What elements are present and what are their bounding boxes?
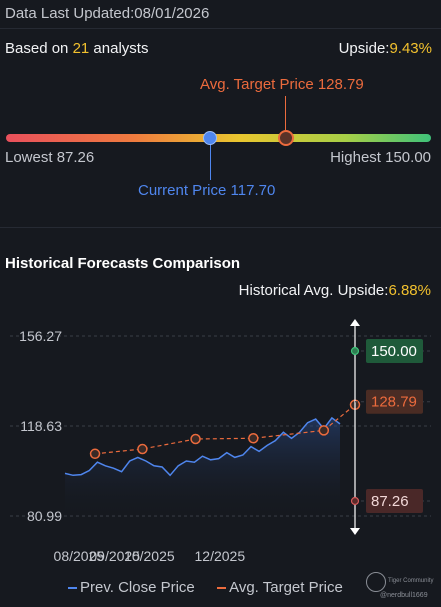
upside-label: Upside: (338, 40, 390, 57)
avg-target-stem (285, 96, 286, 130)
brand-name: Tiger Community (388, 578, 434, 584)
upside-value: 9.43% (389, 40, 432, 57)
historical-upside-value: 6.88% (388, 282, 431, 299)
legend-target-label[interactable]: Avg. Target Price (229, 579, 343, 596)
historical-upside-line: Historical Avg. Upside:6.88% (239, 282, 431, 299)
legend-close-label[interactable]: Prev. Close Price (80, 579, 195, 596)
current-price-marker (203, 131, 217, 145)
avg-target-point (89, 448, 101, 460)
y-tick-label: 80.99 (27, 508, 62, 524)
y-tick-label: 118.63 (20, 418, 62, 434)
based-suffix: analysts (89, 40, 149, 57)
lowest-price-label: Lowest 87.26 (5, 149, 95, 166)
avg-target-marker (278, 130, 294, 146)
upside-line: Upside:9.43% (339, 40, 432, 57)
current-price-label: Current Price 117.70 (138, 182, 276, 199)
data-updated-line: Data Last Updated:08/01/2026 (5, 5, 209, 22)
forecast-range-top-arrow (350, 319, 360, 326)
brand-user: @nerdbull1669 (380, 592, 428, 599)
updated-date: 08/01/2026 (134, 5, 210, 22)
avg-target-point (318, 425, 330, 436)
x-tick-label: 09/2025 (89, 548, 140, 564)
x-tick-label: 08/2025 (54, 548, 105, 564)
tiger-logo-icon (366, 572, 386, 592)
avg-target-point (248, 433, 259, 444)
x-tick-label: 12/2025 (195, 548, 246, 564)
forecast-high-label: 150.00 (371, 343, 417, 360)
close-price-area (65, 417, 340, 516)
current-price-stem (210, 144, 211, 180)
top-divider (0, 28, 441, 29)
avg-target-label: Avg. Target Price 128.79 (200, 76, 364, 93)
historical-forecast-chart: 80.99 118.63 156.27 150.00 128.79 87.26 08/202… (10, 319, 431, 564)
updated-label: Data Last Updated: (5, 5, 135, 22)
avg-target-point (137, 443, 148, 455)
forecast-high-point (350, 346, 360, 356)
historical-upside-label: Historical Avg. Upside: (238, 282, 389, 299)
chart-legend: Prev. Close Price Avg. Target Price (68, 579, 343, 596)
forecast-low-label: 87.26 (371, 493, 409, 510)
forecast-high-box (366, 338, 423, 363)
forecast-low-box (366, 489, 423, 514)
forecast-avg-label: 128.79 (371, 394, 417, 411)
avg-target-point (190, 433, 201, 445)
analyst-count: 21 (72, 40, 90, 57)
forecast-range-bottom-arrow (350, 528, 360, 535)
historical-title: Historical Forecasts Comparison (5, 255, 241, 272)
price-range-bar (6, 134, 431, 142)
forecast-low-point (350, 496, 360, 506)
highest-price-label: Highest 150.00 (330, 149, 431, 166)
close-price-line (64, 416, 341, 477)
x-tick-label: 10/2025 (124, 548, 175, 564)
based-prefix: Based on (5, 40, 73, 57)
forecast-avg-box (366, 389, 423, 414)
legend-target-swatch (217, 587, 227, 590)
y-tick-label: 156.27 (19, 328, 62, 344)
legend-close-swatch (68, 587, 77, 590)
section-divider (0, 227, 441, 228)
analyst-count-line: Based on 21 analysts (5, 40, 148, 57)
